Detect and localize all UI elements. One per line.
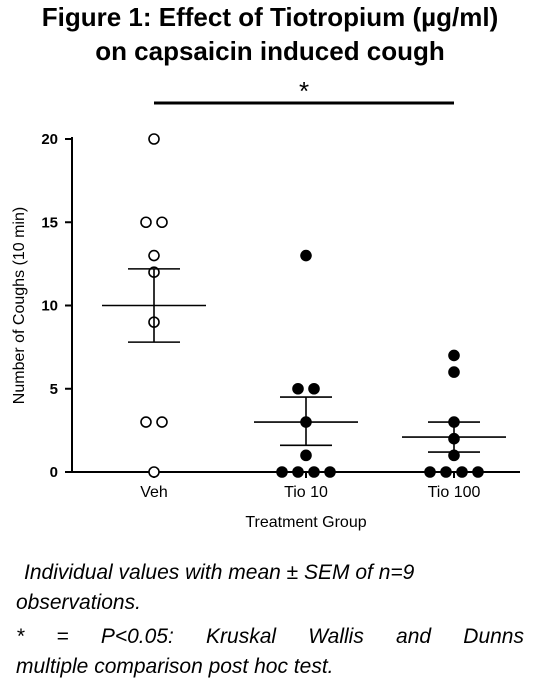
caption-summary: Individual values with mean ± SEM of n=9… — [16, 561, 415, 614]
figure-title-line2: on capsaicin induced cough — [95, 36, 445, 66]
data-point-g2-v0-3 — [308, 466, 320, 478]
x-tick-label-1: Veh — [140, 484, 168, 501]
x-tick-label-2: Tio 10 — [284, 484, 328, 501]
y-tick-label-0: 0 — [50, 464, 58, 481]
data-point-g1-v15-1 — [140, 216, 152, 229]
data-point-g1-v15-2 — [156, 216, 168, 229]
data-point-g2-v13-1 — [300, 249, 312, 262]
x-axis-label: Treatment Group — [245, 514, 366, 531]
figure-title-line1: Figure 1: Effect of Tiotropium (µg/ml) — [41, 2, 499, 32]
data-point-g3-v7-1 — [448, 349, 460, 362]
data-point-g1-v3-1 — [140, 416, 152, 428]
data-point-g1-v20-1 — [148, 133, 160, 145]
x-tick-label-3: Tio 100 — [428, 484, 481, 501]
y-tick-label-15: 15 — [41, 214, 58, 231]
data-point-g1-v0-1 — [148, 466, 160, 478]
data-point-g3-v0-2 — [440, 466, 452, 478]
data-point-g2-v5-2 — [308, 382, 320, 395]
data-point-g1-v3-2 — [156, 416, 168, 428]
data-point-g2-v0-1 — [276, 466, 288, 478]
y-axis-label: Number of Coughs (10 min) — [11, 207, 28, 404]
data-point-g3-v0-3 — [456, 466, 468, 478]
data-point-g1-v13-1 — [148, 249, 160, 262]
data-point-g2-v1-1 — [300, 449, 312, 462]
data-point-g3-v0-1 — [424, 466, 436, 478]
y-tick-label-5: 5 — [50, 381, 58, 398]
y-tick-label-20: 20 — [41, 131, 58, 148]
data-point-g2-v0-2 — [292, 466, 304, 478]
data-point-g3-v0-4 — [472, 466, 484, 478]
caption-statistics-line2: multiple comparison post hoc test. — [16, 655, 334, 678]
caption-statistics: * = P<0.05: Kruskal Wallis and Dunns mul… — [16, 622, 524, 682]
y-tick-label-10: 10 — [41, 298, 58, 315]
data-point-g3-v6-1 — [448, 366, 460, 378]
significance-star: * — [299, 76, 309, 106]
cough-scatter-chart: 0 5 10 15 20 Number of Coughs (10 min) Veh Tio … — [11, 76, 520, 531]
data-point-g2-v5-1 — [292, 382, 304, 395]
caption-statistics-line1: * = P<0.05: Kruskal Wallis and Dunns — [16, 625, 524, 648]
data-point-g2-v0-4 — [324, 466, 336, 478]
